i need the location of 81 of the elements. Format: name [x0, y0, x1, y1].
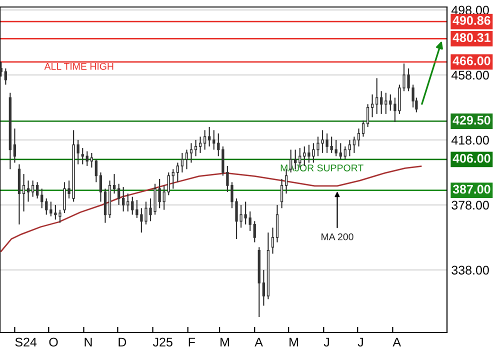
x-tick-label: N — [84, 338, 92, 346]
candlestick — [370, 94, 374, 118]
candlestick — [208, 126, 211, 147]
x-tick-label: O — [49, 338, 58, 347]
x-tick-label: J25 — [152, 338, 172, 347]
candlestick — [76, 139, 80, 165]
y-tick-label: 378.00 — [452, 200, 489, 210]
candlestick — [384, 92, 388, 114]
candlestick — [126, 193, 130, 212]
candlestick — [376, 78, 378, 114]
candlestick — [26, 180, 30, 202]
x-tick-label: M — [290, 338, 298, 346]
candlestick — [112, 174, 116, 194]
candlestick — [389, 94, 392, 112]
y-tick-label: 418.00 — [451, 136, 489, 145]
candlestick — [339, 142, 342, 160]
ref-line-label: 466.00 — [452, 56, 490, 66]
candlestick — [172, 168, 174, 190]
candlestick — [176, 162, 179, 183]
candlestick — [217, 132, 220, 157]
y-tick-label: 458.00 — [451, 70, 489, 80]
x-tick-label: D — [118, 338, 126, 346]
candlestick — [334, 139, 338, 157]
candlestick — [276, 204, 279, 243]
candlestick — [248, 210, 252, 232]
line-series — [0, 166, 422, 252]
candlestick — [117, 183, 120, 206]
x-tick-label: A — [392, 338, 401, 346]
candlestick — [45, 198, 48, 216]
candlestick — [194, 139, 198, 157]
candlestick — [330, 136, 333, 154]
candlestick — [180, 152, 184, 173]
candlestick — [162, 184, 166, 210]
candlestick — [280, 178, 284, 209]
annotation: ALL TIME HIGH — [44, 62, 114, 70]
candlestick — [36, 182, 39, 199]
candlestick — [348, 139, 352, 157]
candlestick — [362, 120, 365, 138]
candlestick — [198, 136, 202, 154]
candlestick — [81, 148, 84, 165]
candlestick — [262, 269, 265, 306]
candlestick — [122, 186, 125, 212]
candlestick — [271, 227, 274, 254]
x-tick-label: M — [220, 338, 229, 346]
x-tick-label: A — [254, 338, 263, 346]
x-tick-label: S24 — [15, 338, 37, 347]
candlestick — [380, 90, 383, 114]
candlestick — [366, 104, 370, 128]
candlestick — [13, 128, 16, 164]
candlestick — [352, 136, 356, 154]
candlestick — [204, 130, 206, 150]
candlestick — [4, 68, 7, 86]
x-tick-label: F — [188, 338, 195, 346]
candlestick — [86, 150, 88, 166]
x-tick-label: J — [324, 338, 329, 347]
ref-line-label: 429.50 — [452, 116, 490, 125]
candlestick — [94, 158, 98, 183]
candlestick — [303, 146, 306, 166]
candlestick — [167, 172, 170, 196]
candlestick — [190, 142, 193, 164]
candlestick — [212, 130, 216, 150]
ref-line-label: 406.00 — [452, 154, 490, 163]
candlestick — [344, 146, 346, 160]
y-tick-label: 338.00 — [452, 266, 489, 275]
candlestick — [357, 128, 360, 147]
candlestick — [253, 220, 256, 243]
ref-line-label: 387.00 — [452, 184, 490, 194]
candlestick — [90, 152, 93, 168]
candlestick — [0, 61, 2, 78]
ref-line-label: 490.86 — [452, 16, 490, 25]
candlestick — [22, 174, 26, 212]
annotation: MA 200 — [322, 233, 354, 240]
ref-line-label: 480.31 — [452, 33, 490, 42]
candlestick — [104, 188, 107, 224]
candlestick — [131, 196, 134, 216]
candlestick — [50, 201, 52, 217]
candlestick — [185, 149, 188, 170]
candlestick — [40, 188, 44, 209]
x-tick-label: J — [358, 338, 363, 347]
candlestick — [31, 180, 34, 198]
candlestick — [99, 172, 102, 202]
